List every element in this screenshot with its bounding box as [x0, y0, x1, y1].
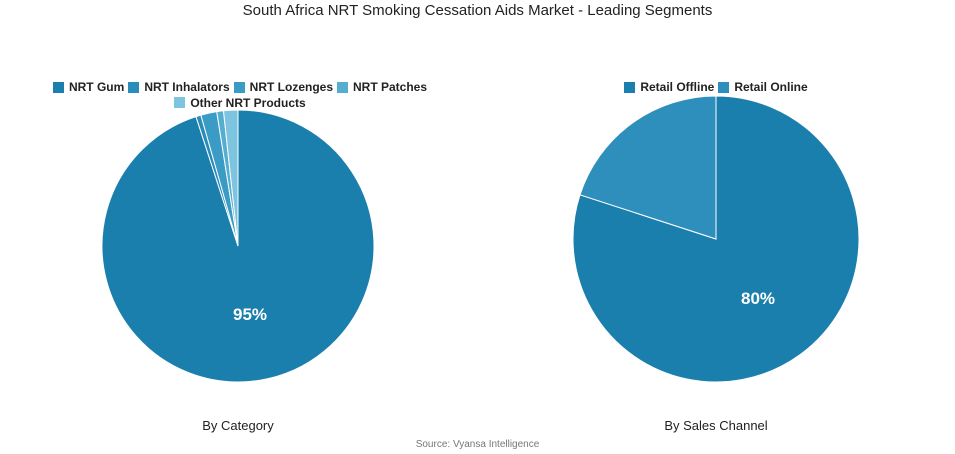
legend-item: Retail Online: [718, 80, 808, 94]
legend-swatch: [174, 97, 186, 108]
legend-item: NRT Patches: [337, 80, 427, 94]
legend-item: Other NRT Products: [174, 95, 306, 110]
legend-sales-channel: Retail Offline Retail Online: [566, 80, 866, 96]
legend-item: NRT Inhalators: [128, 80, 230, 94]
legend-swatch: [233, 81, 245, 93]
subtitle-sales-channel: By Sales Channel: [664, 418, 768, 433]
legend-swatch: [718, 81, 730, 93]
legend-swatch: [52, 81, 64, 93]
legend-label: NRT Gum: [68, 80, 125, 94]
legend-swatch: [128, 81, 140, 93]
legend-label: NRT Inhalators: [144, 80, 230, 94]
legend-label: NRT Patches: [353, 80, 428, 94]
pie-slice-retail-online: [579, 95, 717, 240]
legend-swatch: [624, 81, 636, 93]
data-label: 80%: [741, 289, 775, 308]
legend-item: NRT Lozenges: [233, 80, 333, 94]
pie-slice-other-nrt-products: [222, 109, 239, 247]
legend-category: NRT Gum NRT Inhalators NRT Lozenges NRT Pat…: [40, 80, 440, 111]
legend-item: NRT Gum: [52, 80, 125, 94]
legend-item: Retail Offline: [624, 80, 714, 94]
data-label: 95%: [233, 305, 267, 324]
chart-title: South Africa NRT Smoking Cessation Aids …: [242, 2, 713, 19]
subtitle-category: By Category: [202, 418, 274, 433]
legend-label: Retail Online: [734, 80, 808, 94]
source-note: Source: Vyansa Intelligence: [415, 439, 540, 450]
legend-swatch: [337, 81, 348, 93]
legend-label: NRT Lozenges: [249, 80, 333, 94]
legend-label: Retail Offline: [640, 80, 715, 94]
legend-label: Other NRT Products: [190, 95, 306, 110]
